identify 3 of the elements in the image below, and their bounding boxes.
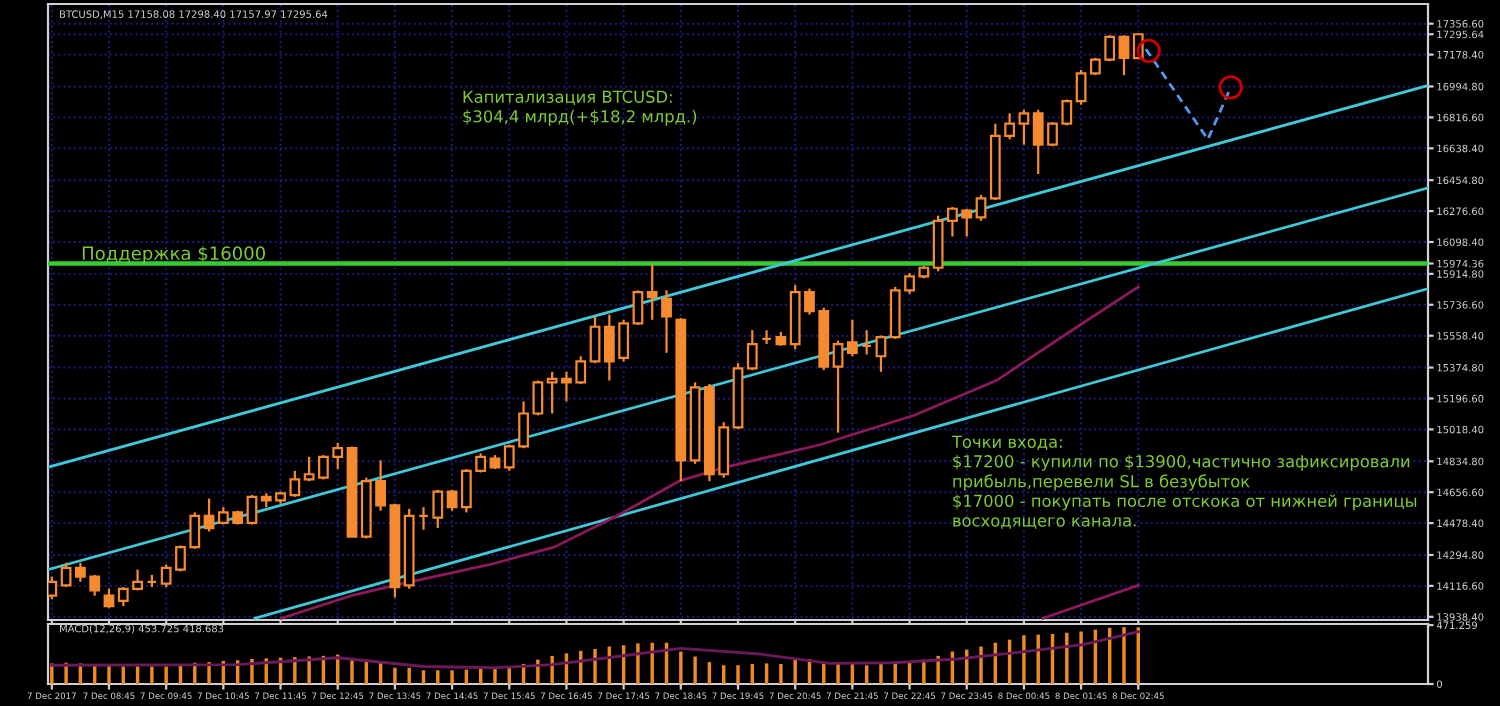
- annotation: Капитализация BTCUSD: $304,4 млрд(+$18,2 млрд.): [463, 90, 697, 126]
- ref-line-label: Поддержка $16000: [82, 246, 265, 264]
- annotation: Точки входа: $17200 - купили по $13900,частично зафиксировали прибыль,перевели SL в безубыток $17000 - покупать после отскока от нижней границы восходящего канала.: [951, 435, 1417, 529]
